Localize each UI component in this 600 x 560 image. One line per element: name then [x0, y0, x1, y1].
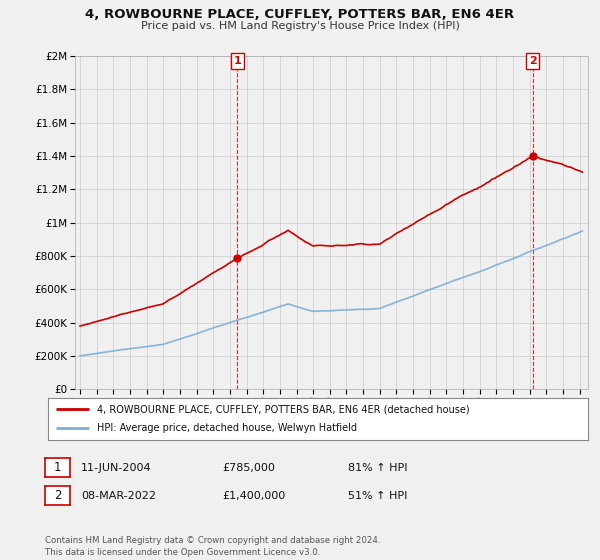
Text: 2: 2: [54, 489, 61, 502]
Text: Contains HM Land Registry data © Crown copyright and database right 2024.
This d: Contains HM Land Registry data © Crown c…: [45, 536, 380, 557]
Text: 08-MAR-2022: 08-MAR-2022: [81, 491, 156, 501]
Text: £785,000: £785,000: [222, 463, 275, 473]
Text: 51% ↑ HPI: 51% ↑ HPI: [348, 491, 407, 501]
Text: HPI: Average price, detached house, Welwyn Hatfield: HPI: Average price, detached house, Welw…: [97, 423, 356, 433]
Text: £1,400,000: £1,400,000: [222, 491, 285, 501]
Text: Price paid vs. HM Land Registry's House Price Index (HPI): Price paid vs. HM Land Registry's House …: [140, 21, 460, 31]
Text: 11-JUN-2004: 11-JUN-2004: [81, 463, 152, 473]
Text: 81% ↑ HPI: 81% ↑ HPI: [348, 463, 407, 473]
Text: 1: 1: [54, 461, 61, 474]
Text: 4, ROWBOURNE PLACE, CUFFLEY, POTTERS BAR, EN6 4ER: 4, ROWBOURNE PLACE, CUFFLEY, POTTERS BAR…: [85, 8, 515, 21]
Text: 2: 2: [529, 56, 536, 66]
Text: 1: 1: [233, 56, 241, 66]
Text: 4, ROWBOURNE PLACE, CUFFLEY, POTTERS BAR, EN6 4ER (detached house): 4, ROWBOURNE PLACE, CUFFLEY, POTTERS BAR…: [97, 404, 469, 414]
